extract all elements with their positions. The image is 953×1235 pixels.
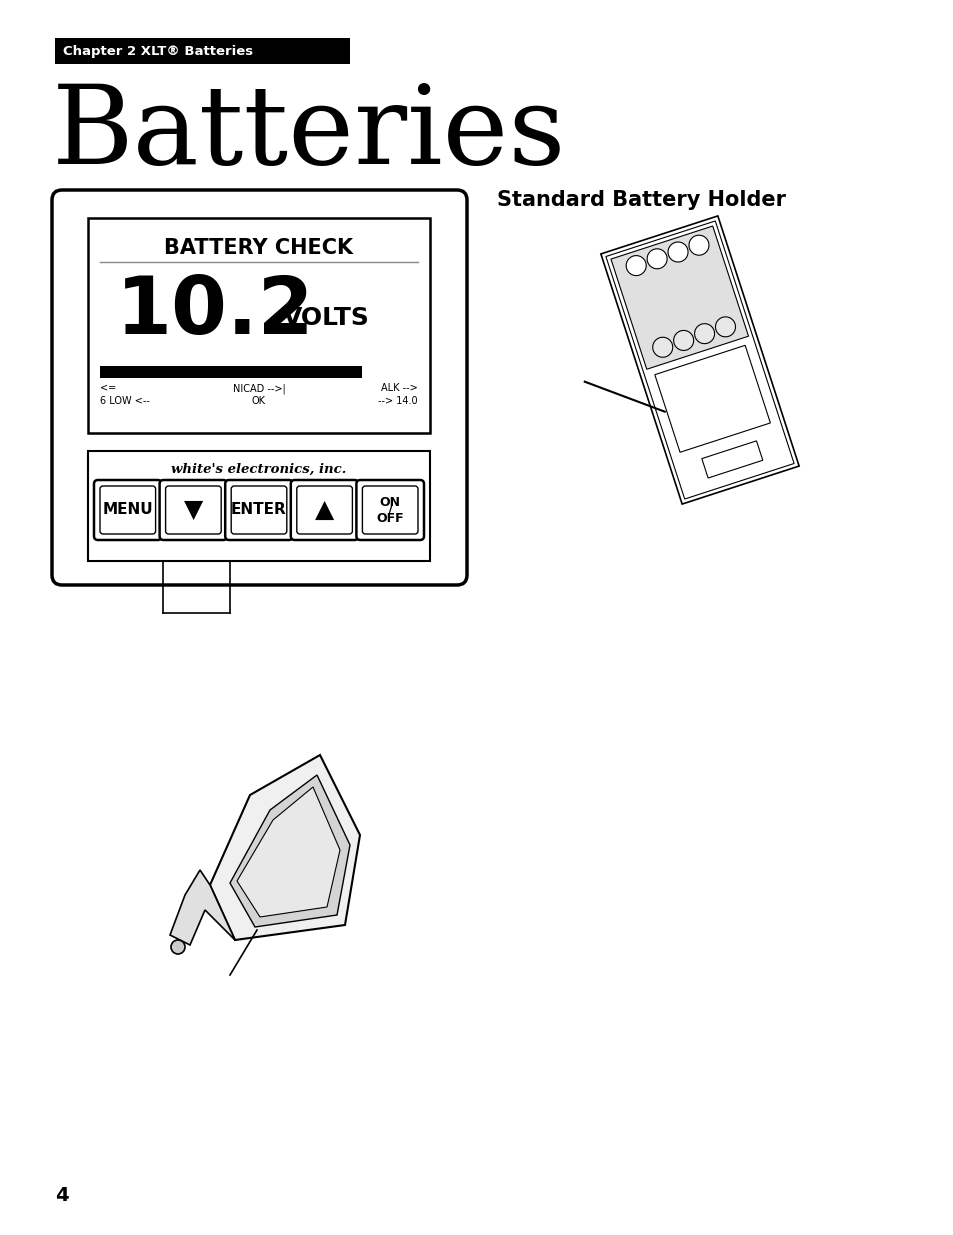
FancyBboxPatch shape [231, 487, 287, 534]
Text: OFF: OFF [376, 511, 403, 525]
Text: Batteries: Batteries [52, 80, 566, 186]
Ellipse shape [667, 242, 687, 262]
Ellipse shape [715, 317, 735, 337]
Polygon shape [210, 755, 359, 940]
Ellipse shape [673, 331, 693, 351]
FancyBboxPatch shape [159, 480, 227, 540]
Ellipse shape [646, 248, 666, 269]
Text: 10.2: 10.2 [116, 273, 314, 351]
Text: ENTER: ENTER [231, 503, 287, 517]
Text: white's electronics, inc.: white's electronics, inc. [172, 463, 346, 475]
Text: ▲: ▲ [314, 498, 334, 522]
Bar [55, 38, 350, 64]
Polygon shape [600, 216, 799, 504]
FancyBboxPatch shape [94, 480, 161, 540]
Text: --> 14.0: --> 14.0 [378, 396, 417, 406]
Text: ▼: ▼ [184, 498, 203, 522]
Bar [88, 219, 430, 433]
Text: ON: ON [379, 495, 400, 509]
FancyBboxPatch shape [225, 480, 293, 540]
Bar [100, 366, 361, 378]
Bar [88, 451, 430, 561]
Ellipse shape [652, 337, 672, 357]
Text: OK: OK [252, 396, 266, 406]
Text: <=: <= [100, 383, 116, 393]
FancyBboxPatch shape [52, 190, 467, 585]
Ellipse shape [625, 256, 645, 275]
FancyBboxPatch shape [166, 487, 221, 534]
Circle shape [171, 940, 185, 953]
Text: MENU: MENU [102, 503, 152, 517]
Polygon shape [701, 441, 762, 478]
Text: 4: 4 [55, 1186, 69, 1205]
Text: NICAD -->|: NICAD -->| [233, 383, 285, 394]
Text: Chapter 2 XLT® Batteries: Chapter 2 XLT® Batteries [63, 44, 253, 58]
FancyBboxPatch shape [356, 480, 423, 540]
Ellipse shape [694, 324, 714, 343]
Polygon shape [605, 221, 793, 499]
Polygon shape [230, 776, 350, 927]
Text: /: / [388, 504, 392, 516]
Text: Standard Battery Holder: Standard Battery Holder [497, 190, 785, 210]
Ellipse shape [688, 235, 708, 256]
Text: ALK -->: ALK --> [381, 383, 417, 393]
Text: 6 LOW <--: 6 LOW <-- [100, 396, 150, 406]
Text: VOLTS: VOLTS [283, 306, 370, 330]
FancyBboxPatch shape [362, 487, 417, 534]
FancyBboxPatch shape [291, 480, 358, 540]
Polygon shape [236, 787, 339, 918]
Polygon shape [654, 346, 770, 452]
Polygon shape [170, 869, 234, 945]
FancyBboxPatch shape [296, 487, 352, 534]
Text: BATTERY CHECK: BATTERY CHECK [164, 238, 354, 258]
Polygon shape [610, 226, 748, 369]
FancyBboxPatch shape [100, 487, 155, 534]
